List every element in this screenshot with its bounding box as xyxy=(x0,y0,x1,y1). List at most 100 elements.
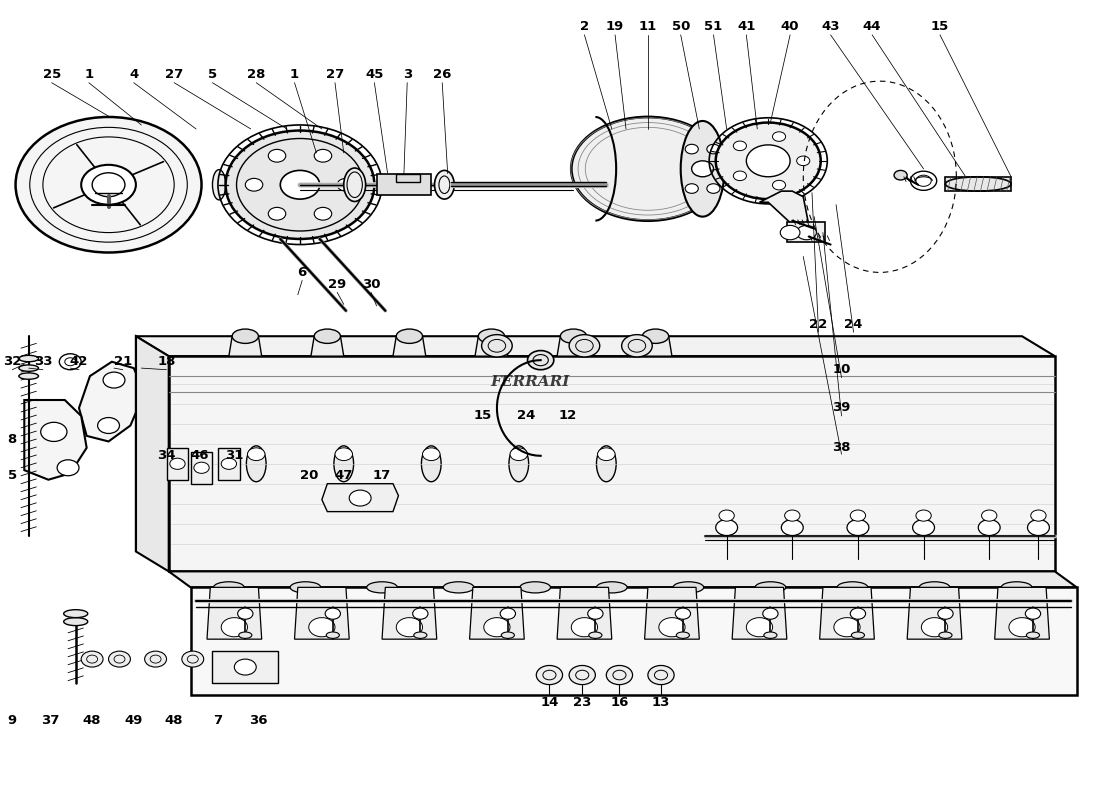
Circle shape xyxy=(648,666,674,685)
Text: 39: 39 xyxy=(833,402,850,414)
Circle shape xyxy=(194,462,209,474)
Circle shape xyxy=(850,608,866,619)
Ellipse shape xyxy=(520,582,550,593)
Circle shape xyxy=(1025,608,1041,619)
Circle shape xyxy=(268,207,286,220)
Circle shape xyxy=(587,608,603,619)
Circle shape xyxy=(569,666,595,685)
Ellipse shape xyxy=(64,618,88,626)
Ellipse shape xyxy=(1001,582,1032,593)
Polygon shape xyxy=(79,362,144,442)
Text: 48: 48 xyxy=(82,714,101,727)
Ellipse shape xyxy=(509,446,529,482)
Ellipse shape xyxy=(596,582,627,593)
Circle shape xyxy=(734,171,747,181)
Ellipse shape xyxy=(231,170,244,200)
Text: 24: 24 xyxy=(517,410,536,422)
Ellipse shape xyxy=(571,117,725,221)
Text: 26: 26 xyxy=(433,68,451,82)
Circle shape xyxy=(597,448,615,461)
Circle shape xyxy=(422,448,440,461)
Circle shape xyxy=(1027,519,1049,535)
Polygon shape xyxy=(820,587,874,639)
Bar xyxy=(946,177,1011,191)
Text: 7: 7 xyxy=(213,714,222,727)
Ellipse shape xyxy=(642,329,669,343)
Circle shape xyxy=(746,145,790,177)
Ellipse shape xyxy=(755,582,785,593)
Ellipse shape xyxy=(939,632,952,638)
Text: 38: 38 xyxy=(833,442,850,454)
Polygon shape xyxy=(136,336,1055,356)
Circle shape xyxy=(659,618,685,637)
Circle shape xyxy=(396,618,422,637)
Circle shape xyxy=(482,334,513,357)
Circle shape xyxy=(707,184,721,194)
Circle shape xyxy=(796,156,810,166)
Ellipse shape xyxy=(1026,632,1039,638)
Polygon shape xyxy=(136,336,168,571)
Text: 21: 21 xyxy=(113,355,132,368)
Circle shape xyxy=(913,519,935,535)
Circle shape xyxy=(338,178,354,191)
Circle shape xyxy=(716,519,738,535)
Text: 3: 3 xyxy=(403,68,411,82)
Ellipse shape xyxy=(19,355,38,362)
Circle shape xyxy=(537,666,562,685)
Polygon shape xyxy=(645,587,700,639)
Text: 43: 43 xyxy=(822,21,839,34)
Text: 2: 2 xyxy=(580,21,588,34)
Circle shape xyxy=(412,608,428,619)
Text: 15: 15 xyxy=(474,410,492,422)
Ellipse shape xyxy=(239,632,252,638)
Text: 6: 6 xyxy=(298,266,307,279)
Ellipse shape xyxy=(248,170,261,200)
Ellipse shape xyxy=(596,446,616,482)
Circle shape xyxy=(675,608,691,619)
Ellipse shape xyxy=(763,632,777,638)
Circle shape xyxy=(510,448,528,461)
Text: 44: 44 xyxy=(862,21,881,34)
Polygon shape xyxy=(322,484,398,512)
Polygon shape xyxy=(994,587,1049,639)
Text: 49: 49 xyxy=(124,714,143,727)
Ellipse shape xyxy=(837,582,868,593)
Polygon shape xyxy=(24,400,87,480)
Ellipse shape xyxy=(19,373,38,379)
Ellipse shape xyxy=(327,632,340,638)
Ellipse shape xyxy=(502,632,515,638)
Circle shape xyxy=(484,618,510,637)
Circle shape xyxy=(781,519,803,535)
Polygon shape xyxy=(557,336,590,356)
Circle shape xyxy=(1031,510,1046,521)
Ellipse shape xyxy=(334,446,353,482)
Circle shape xyxy=(169,458,185,470)
Text: 41: 41 xyxy=(737,21,756,34)
Text: 37: 37 xyxy=(42,714,59,727)
Circle shape xyxy=(916,510,932,521)
Text: 33: 33 xyxy=(34,355,52,368)
Ellipse shape xyxy=(246,446,266,482)
Ellipse shape xyxy=(315,329,341,343)
Circle shape xyxy=(707,144,721,154)
Text: 15: 15 xyxy=(931,21,949,34)
Ellipse shape xyxy=(920,582,949,593)
Circle shape xyxy=(326,608,341,619)
Polygon shape xyxy=(393,336,426,356)
Circle shape xyxy=(734,141,747,150)
Text: 24: 24 xyxy=(845,318,862,330)
Text: 4: 4 xyxy=(129,68,139,82)
Polygon shape xyxy=(295,587,349,639)
Text: 10: 10 xyxy=(833,363,850,376)
Text: 50: 50 xyxy=(671,21,690,34)
Circle shape xyxy=(248,448,265,461)
Ellipse shape xyxy=(290,582,321,593)
Text: 13: 13 xyxy=(652,697,670,710)
Circle shape xyxy=(719,510,735,521)
Text: 31: 31 xyxy=(226,450,243,462)
Polygon shape xyxy=(207,587,262,639)
Text: 12: 12 xyxy=(559,410,578,422)
Text: 5: 5 xyxy=(208,68,217,82)
Circle shape xyxy=(98,418,120,434)
Circle shape xyxy=(81,165,136,205)
